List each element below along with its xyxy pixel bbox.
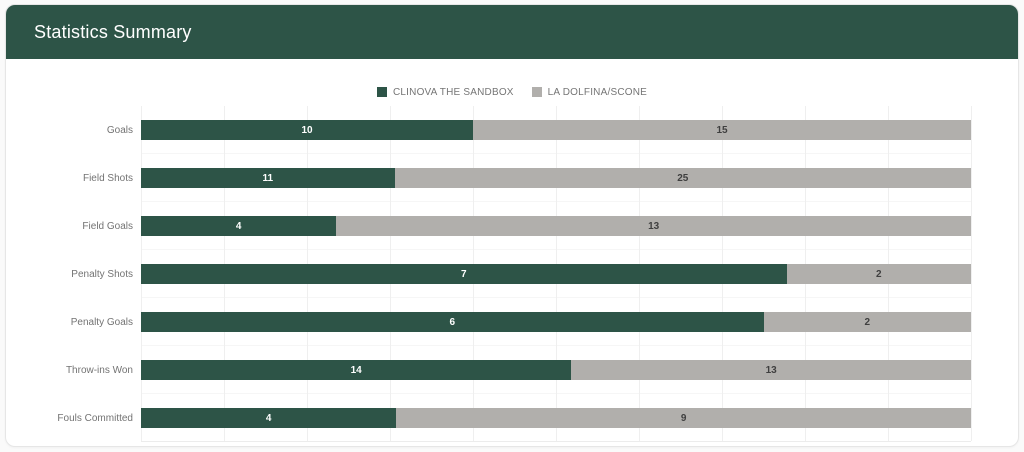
plot-area: Goals 10 15 Field Shots 11 25 Field Goals 4 13 Pe… — [6, 106, 1018, 442]
bar-track: 11 25 — [141, 168, 971, 188]
bar-segment: 2 — [786, 264, 971, 284]
bar-value-label: 2 — [864, 316, 871, 328]
bar-value-label: 2 — [875, 268, 882, 280]
bar-segment: 13 — [571, 360, 971, 380]
card-header: Statistics Summary — [6, 5, 1018, 59]
category-label: Penalty Goals — [70, 316, 133, 328]
category-label: Fouls Committed — [57, 412, 133, 424]
bar-segment: 4 — [141, 408, 397, 428]
chart-rows: Goals 10 15 Field Shots 11 25 Field Goals 4 13 Pe… — [6, 106, 1018, 442]
bar-track: 14 13 — [141, 360, 971, 380]
bar-value-label: 6 — [449, 316, 456, 328]
chart-row: Throw-ins Won 14 13 — [6, 346, 1018, 394]
category-label: Field Shots — [82, 172, 133, 184]
bar-value-label: 14 — [350, 364, 362, 376]
category-label: Field Goals — [82, 220, 133, 232]
category-label: Throw-ins Won — [65, 364, 133, 376]
bar-value-label: 11 — [262, 172, 274, 184]
bar-value-label: 9 — [680, 412, 687, 424]
chart-row: Penalty Shots 7 2 — [6, 250, 1018, 298]
page-title: Statistics Summary — [34, 21, 192, 42]
bar-segment: 10 — [141, 120, 473, 140]
chart-row: Penalty Goals 6 2 — [6, 298, 1018, 346]
bar-value-label: 13 — [765, 364, 777, 376]
category-label: Goals — [106, 124, 133, 136]
bar-segment: 7 — [141, 264, 787, 284]
bar-segment: 9 — [396, 408, 971, 428]
grid-line — [971, 106, 972, 441]
chart-row: Goals 10 15 — [6, 106, 1018, 154]
bar-value-label: 25 — [677, 172, 689, 184]
legend-swatch-icon — [376, 87, 387, 97]
bar-segment: 11 — [141, 168, 395, 188]
legend-item: LA DOLFINA/SCONE — [531, 86, 648, 98]
legend-label: CLINOVA THE SANDBOX — [392, 86, 514, 98]
bar-segment: 25 — [394, 168, 971, 188]
bar-segment: 15 — [473, 120, 971, 140]
bar-value-label: 10 — [301, 124, 313, 136]
bar-value-label: 13 — [648, 220, 660, 232]
bar-segment: 13 — [336, 216, 971, 236]
chart-row: Fouls Committed 4 9 — [6, 394, 1018, 442]
statistics-summary-card: Statistics Summary CLINOVA THE SANDBOX LA… — [5, 4, 1019, 447]
bar-value-label: 15 — [716, 124, 728, 136]
bar-segment: 2 — [763, 312, 971, 332]
bar-segment: 6 — [141, 312, 764, 332]
chart-row: Field Shots 11 25 — [6, 154, 1018, 202]
bar-segment: 4 — [141, 216, 337, 236]
chart-legend: CLINOVA THE SANDBOX LA DOLFINA/SCONE — [6, 85, 1018, 99]
category-label: Penalty Shots — [71, 268, 133, 280]
bar-track: 4 13 — [141, 216, 971, 236]
legend-label: LA DOLFINA/SCONE — [547, 86, 648, 98]
bar-segment: 14 — [141, 360, 572, 380]
legend-item: CLINOVA THE SANDBOX — [376, 86, 514, 98]
bar-value-label: 4 — [265, 412, 272, 424]
chart-row: Field Goals 4 13 — [6, 202, 1018, 250]
legend-swatch-icon — [531, 87, 542, 97]
bar-value-label: 7 — [460, 268, 467, 280]
bar-track: 10 15 — [141, 120, 971, 140]
bar-value-label: 4 — [235, 220, 242, 232]
